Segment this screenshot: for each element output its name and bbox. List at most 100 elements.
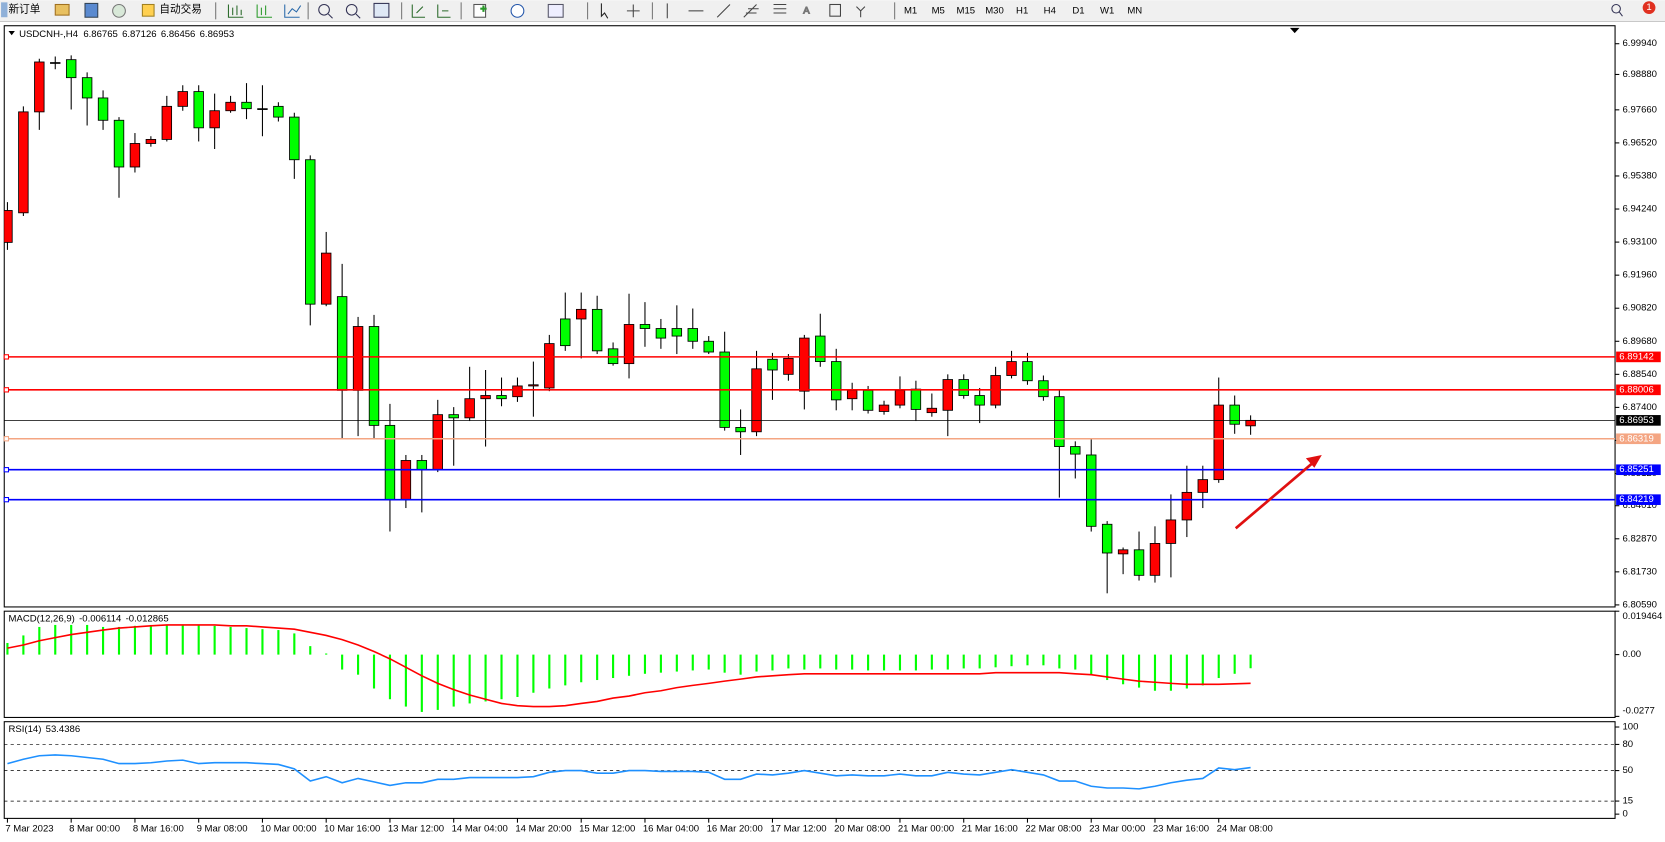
timeframe-button[interactable]: H4 <box>1044 5 1057 16</box>
macd-bar <box>723 654 726 673</box>
candle-body <box>560 318 571 347</box>
candle-body <box>368 326 380 426</box>
level-handle <box>3 436 10 442</box>
level-label-bg <box>1616 384 1661 396</box>
level-label: 6.89142 <box>1619 351 1654 362</box>
macd-bar <box>468 654 471 704</box>
macd-panel <box>3 610 1616 718</box>
macd-bar <box>325 653 328 655</box>
timeframe-button[interactable]: M1 <box>904 5 917 16</box>
candle-body <box>1117 549 1129 555</box>
rsi-tick-label: 0 <box>1622 809 1627 820</box>
candle-body <box>161 105 173 140</box>
candle-body <box>177 91 188 107</box>
macd-bar <box>1026 654 1029 666</box>
timeframe-button[interactable]: M5 <box>932 5 945 16</box>
price-plot <box>4 55 1616 594</box>
macd-bar <box>1137 654 1141 688</box>
candle-body <box>480 395 491 400</box>
toolbar-button[interactable]: 自动交易 <box>159 3 201 16</box>
macd-bar <box>914 654 917 671</box>
macd-bar <box>357 654 360 675</box>
x-tick-label: 10 Mar 00:00 <box>260 824 316 835</box>
x-tick-label: 16 Mar 20:00 <box>707 824 763 835</box>
macd-signal: -0.012865 <box>126 613 169 624</box>
current-price-label: 6.86953 <box>1619 415 1654 426</box>
candle-body <box>767 358 778 371</box>
candle-body <box>1101 523 1113 554</box>
timeframe-button[interactable]: W1 <box>1100 5 1114 16</box>
rsi-panel <box>3 721 1616 819</box>
macd-bar <box>659 654 662 673</box>
candle-body <box>815 335 826 363</box>
macd-bar <box>771 654 774 671</box>
header-open: 6.86765 <box>83 29 118 40</box>
y-tick-label: 6.90820 <box>1622 303 1657 314</box>
toolbar-button[interactable]: 新订单 <box>1 2 41 18</box>
menu-triangle <box>8 31 15 36</box>
rsi-tick-label: 15 <box>1622 796 1633 807</box>
candle-body <box>687 328 698 342</box>
notification-count[interactable]: 1 <box>1646 2 1651 13</box>
candle-body <box>4 210 13 243</box>
x-tick-label: 23 Mar 00:00 <box>1089 824 1145 835</box>
candle-body <box>225 101 236 112</box>
macd-bar <box>420 654 423 712</box>
timeframe-button[interactable]: MN <box>1127 5 1142 16</box>
rsi-header: RSI(14) 53.4386 <box>9 724 81 735</box>
y-tick-label: 6.93100 <box>1622 237 1657 248</box>
macd-bar <box>1185 654 1188 689</box>
level-label: 6.84219 <box>1619 494 1654 505</box>
y-tick-label: 6.84010 <box>1622 500 1657 511</box>
candle-body <box>448 414 459 419</box>
level-handle <box>3 354 10 360</box>
macd-bar <box>1042 654 1045 666</box>
new-order[interactable]: 新订单 <box>9 3 41 16</box>
timeframe-button[interactable]: M30 <box>985 5 1004 16</box>
level-label: 6.85251 <box>1619 464 1654 475</box>
level-label-bg <box>1616 494 1661 505</box>
candle-body <box>18 111 29 214</box>
macd-bar <box>819 654 822 669</box>
y-tick-label: 6.88540 <box>1622 369 1657 380</box>
candle-body <box>1086 454 1097 527</box>
candle-body <box>1181 491 1193 521</box>
macd-bar <box>739 654 742 675</box>
candle-body <box>1038 380 1049 398</box>
level-handle <box>3 387 10 393</box>
toolbar-icons: A <box>54 2 1623 20</box>
candle-body <box>799 337 810 392</box>
macd-bar <box>1169 654 1172 691</box>
candle-body <box>1149 543 1161 576</box>
level-label: 6.86319 <box>1619 433 1654 444</box>
x-tick-label: 20 Mar 08:00 <box>834 824 890 835</box>
candle-body <box>528 384 539 387</box>
timeframes: M1 M5 M15 M30 H1 H4 D1 W1 MN <box>904 5 1142 16</box>
timeframe-button[interactable]: M15 <box>957 5 976 16</box>
candle-body <box>1022 361 1033 382</box>
macd-bar <box>261 629 264 655</box>
y-tick-label: 6.99940 <box>1622 38 1657 49</box>
macd-bar <box>309 646 312 655</box>
timeframe-button[interactable]: H1 <box>1016 5 1028 16</box>
candle-body <box>751 368 762 433</box>
x-tick-label: 10 Mar 16:00 <box>324 824 380 835</box>
notification-badge[interactable] <box>1642 1 1656 15</box>
candle-body <box>671 328 683 337</box>
macd-bar <box>1217 654 1220 679</box>
candle-body <box>958 379 969 396</box>
candle-body <box>1070 446 1081 455</box>
macd-bar <box>372 654 376 689</box>
auto-trading[interactable]: 自动交易 <box>159 3 201 16</box>
candle-body <box>942 379 953 411</box>
timeframe-button[interactable]: D1 <box>1072 5 1084 16</box>
macd-bar <box>548 654 551 689</box>
rsi-tick-label: 100 <box>1622 722 1638 733</box>
macd-label: MACD(12,26,9) <box>9 613 75 624</box>
x-tick-label: 22 Mar 08:00 <box>1025 824 1081 835</box>
x-tick-label: 13 Mar 12:00 <box>388 824 444 835</box>
x-tick-label: 7 Mar 2023 <box>5 824 53 835</box>
macd-bar <box>978 654 981 669</box>
